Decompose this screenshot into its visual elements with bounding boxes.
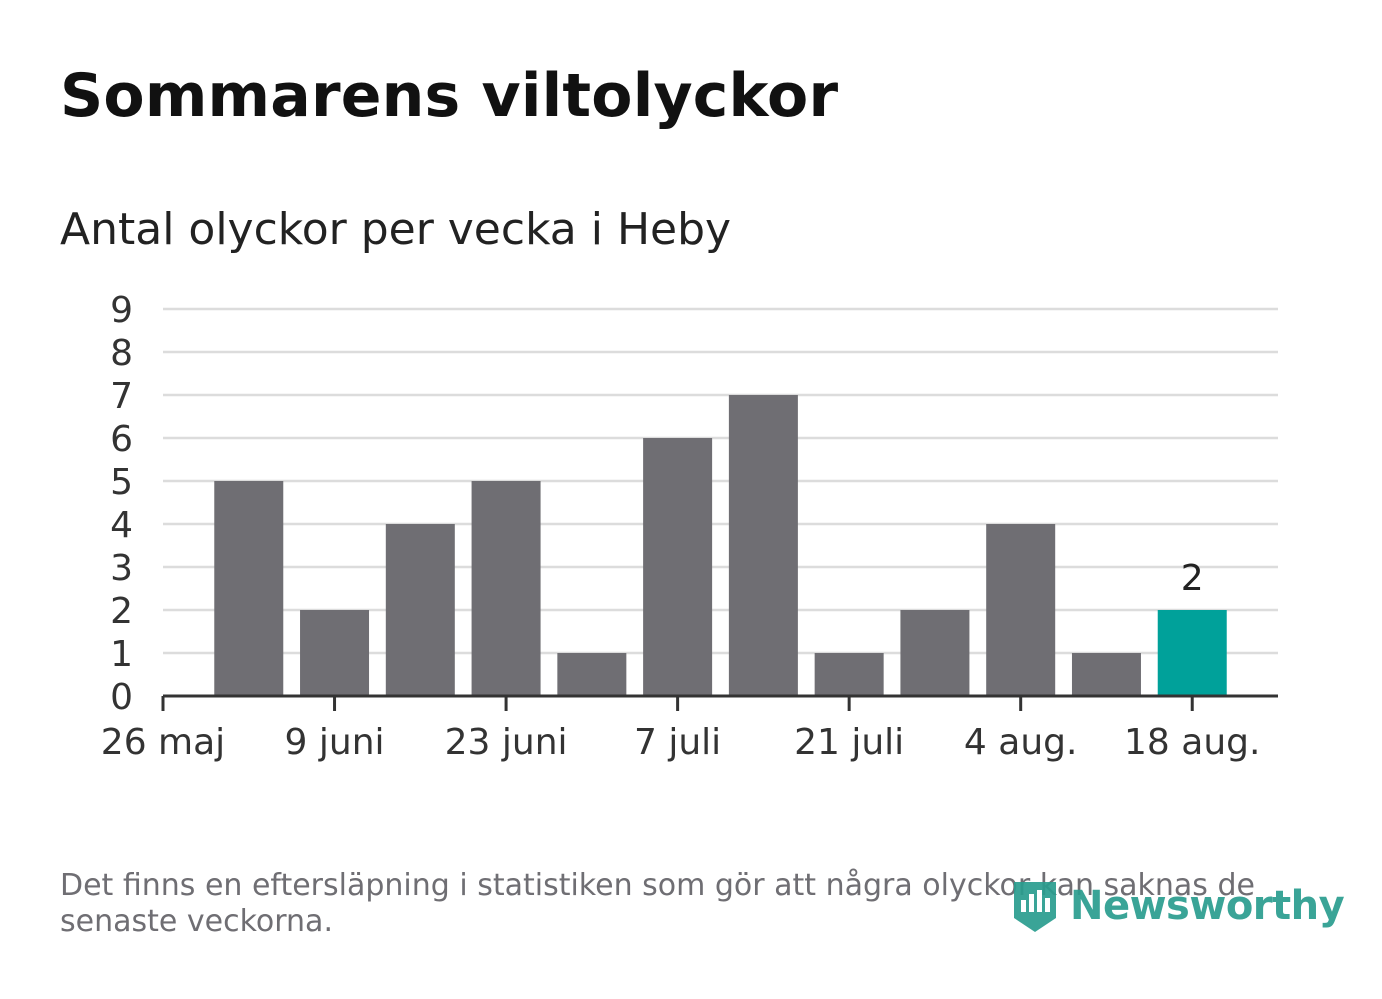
y-tick-label: 3 [110,548,133,589]
x-tick-label: 9 juni [285,722,385,763]
bar [300,610,370,696]
y-tick-label: 4 [110,505,133,546]
x-tick-label: 21 juli [794,722,904,763]
y-tick-label: 5 [110,462,133,503]
newsworthy-logo: Newsworthy [1010,878,1345,934]
chart-title: Sommarens viltolyckor [60,61,839,131]
y-tick-label: 1 [110,634,133,675]
data-label: 2 [1181,558,1204,599]
y-tick-label: 9 [110,290,133,331]
data-labels: 2 [1181,558,1204,599]
chart-subtitle: Antal olyckor per vecka i Heby [60,204,732,255]
bar [728,395,798,696]
grid-lines [163,307,1278,655]
y-tick-label: 0 [110,677,133,718]
logo-text: Newsworthy [1070,883,1345,929]
newsworthy-logo-icon [1014,882,1056,932]
y-tick-label: 6 [110,419,133,460]
bar [986,524,1056,696]
bars [214,395,1227,696]
bar [557,653,627,696]
y-tick-label: 8 [110,333,133,374]
y-tick-label: 7 [110,376,133,417]
x-tick-label: 18 aug. [1124,722,1260,763]
bar [214,481,284,696]
y-tick-label: 2 [110,591,133,632]
x-tick-label: 23 juni [445,722,568,763]
bar [385,524,455,696]
bar [1071,653,1141,696]
bar [471,481,541,696]
x-tick-label: 4 aug. [964,722,1078,763]
bar [1157,610,1227,696]
x-tick-label: 26 maj [101,722,225,763]
x-tick-label: 7 juli [634,722,721,763]
bar [643,438,713,696]
bar [814,653,884,696]
x-axis-ticks: 26 maj 9 juni 23 juni 7 juli 21 juli 4 aug. 18… [101,696,1260,763]
bar [900,610,970,696]
